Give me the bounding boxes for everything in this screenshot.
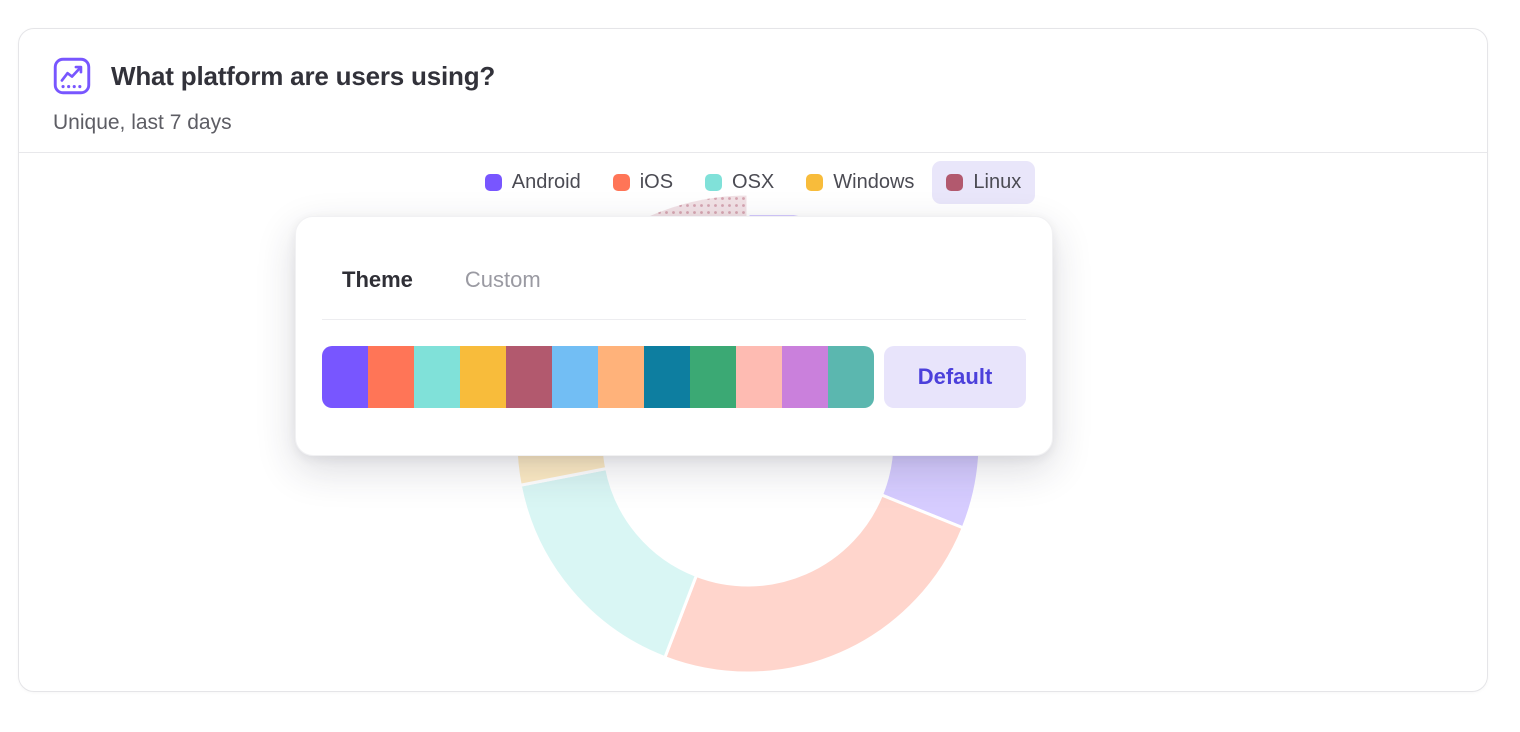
- legend-item-ios[interactable]: iOS: [599, 161, 687, 204]
- legend-item-windows[interactable]: Windows: [792, 161, 928, 204]
- legend-label: OSX: [732, 171, 775, 193]
- palette-color-6[interactable]: [552, 346, 598, 408]
- tab-theme[interactable]: Theme: [342, 267, 413, 292]
- palette-color-11[interactable]: [782, 346, 828, 408]
- legend-item-android[interactable]: Android: [471, 161, 595, 204]
- chart-region: Android iOS OSX Windows Linux Theme Custom De…: [19, 153, 1487, 691]
- palette-color-12[interactable]: [828, 346, 874, 408]
- palette-color-4[interactable]: [460, 346, 506, 408]
- legend-label: Android: [511, 171, 581, 193]
- donut-slice-ios[interactable]: [663, 493, 965, 675]
- legend-label: iOS: [639, 171, 674, 193]
- popover-tabs: Theme Custom: [322, 217, 1026, 309]
- theme-palette-strip[interactable]: [322, 346, 874, 408]
- palette-color-10[interactable]: [736, 346, 782, 408]
- palette-color-5[interactable]: [506, 346, 552, 408]
- card-header: What platform are users using? Unique, l…: [19, 29, 1487, 152]
- legend-label: Windows: [833, 171, 915, 193]
- donut-slice-osx[interactable]: [518, 466, 698, 660]
- palette-color-3[interactable]: [414, 346, 460, 408]
- tab-custom[interactable]: Custom: [464, 267, 541, 292]
- legend-swatch: [946, 174, 964, 191]
- legend-item-linux[interactable]: Linux: [932, 161, 1036, 204]
- palette-color-9[interactable]: [690, 346, 736, 408]
- insights-card: What platform are users using? Unique, l…: [18, 28, 1488, 692]
- card-subtitle: Unique, last 7 days: [53, 111, 232, 134]
- legend-swatch: [484, 174, 502, 191]
- palette-color-2[interactable]: [368, 346, 414, 408]
- legend-swatch: [612, 174, 630, 191]
- header-divider: [19, 152, 1487, 153]
- palette-color-7[interactable]: [598, 346, 644, 408]
- palette-color-1[interactable]: [322, 346, 368, 408]
- legend-label: Linux: [973, 171, 1022, 193]
- chart-legend: Android iOS OSX Windows Linux: [19, 161, 1487, 204]
- legend-swatch: [806, 174, 824, 191]
- popover-tabs-divider: [322, 319, 1026, 320]
- page-title: What platform are users using?: [111, 60, 496, 91]
- legend-item-osx[interactable]: OSX: [691, 161, 788, 204]
- palette-color-8[interactable]: [644, 346, 690, 408]
- default-theme-button[interactable]: Default: [884, 346, 1026, 408]
- legend-swatch: [705, 174, 723, 191]
- color-theme-popover: Theme Custom Default: [295, 216, 1053, 456]
- insights-chart-icon: [53, 57, 91, 95]
